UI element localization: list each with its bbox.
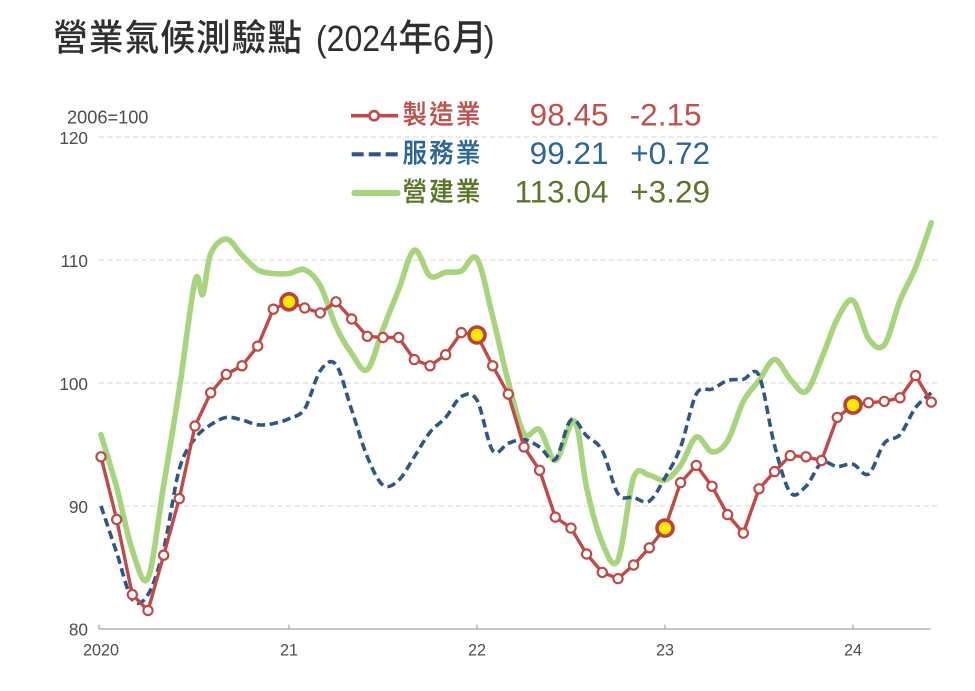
svg-text:90: 90 bbox=[69, 497, 88, 517]
svg-text:100: 100 bbox=[59, 374, 88, 394]
svg-text:99.21: 99.21 bbox=[530, 135, 609, 171]
svg-text:113.04: 113.04 bbox=[514, 174, 608, 210]
svg-text:6: 6 bbox=[433, 19, 451, 59]
svg-text:110: 110 bbox=[61, 251, 88, 271]
svg-text:-2.15: -2.15 bbox=[630, 97, 702, 133]
svg-text:23: 23 bbox=[656, 642, 674, 660]
svg-text:80: 80 bbox=[69, 620, 88, 640]
svg-text:2020: 2020 bbox=[83, 642, 119, 660]
svg-text:2006=100: 2006=100 bbox=[67, 107, 148, 127]
svg-text:22: 22 bbox=[468, 642, 486, 660]
svg-text:98.45: 98.45 bbox=[530, 97, 609, 133]
svg-text:21: 21 bbox=[280, 642, 298, 660]
svg-text:): ) bbox=[484, 19, 495, 59]
svg-text:(2024: (2024 bbox=[316, 19, 398, 59]
svg-text:120: 120 bbox=[59, 128, 88, 148]
svg-text:24: 24 bbox=[844, 642, 862, 660]
svg-text:+3.29: +3.29 bbox=[630, 174, 710, 210]
svg-text:+0.72: +0.72 bbox=[630, 135, 710, 171]
